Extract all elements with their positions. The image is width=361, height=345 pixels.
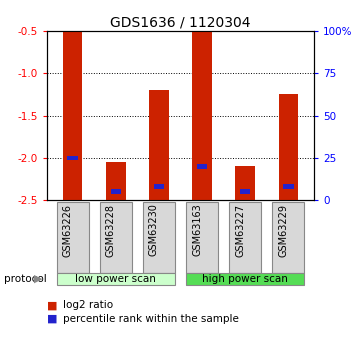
Text: high power scan: high power scan [202, 274, 288, 284]
Bar [240, 189, 251, 194]
Bar [68, 156, 78, 160]
Bar [197, 164, 207, 169]
Bar [106, 162, 126, 200]
Text: protocol: protocol [4, 274, 46, 284]
Bar [279, 95, 298, 200]
Bar [154, 184, 164, 189]
Text: GDS1636 / 1120304: GDS1636 / 1120304 [110, 16, 251, 30]
Text: GSM63163: GSM63163 [192, 204, 202, 256]
Bar [235, 166, 255, 200]
Text: GSM63229: GSM63229 [278, 204, 288, 257]
Bar [283, 184, 293, 189]
Text: ▶: ▶ [34, 274, 42, 284]
Text: GSM63226: GSM63226 [63, 204, 73, 257]
Bar [149, 90, 169, 200]
Bar [192, 31, 212, 200]
Text: ■: ■ [47, 300, 57, 310]
Bar [63, 31, 82, 200]
Text: log2 ratio: log2 ratio [63, 300, 113, 310]
Text: percentile rank within the sample: percentile rank within the sample [63, 314, 239, 324]
Text: GSM63230: GSM63230 [149, 204, 159, 256]
Text: ■: ■ [47, 314, 57, 324]
Text: GSM63227: GSM63227 [235, 204, 245, 257]
Bar [110, 189, 121, 194]
Text: low power scan: low power scan [75, 274, 156, 284]
Text: GSM63228: GSM63228 [106, 204, 116, 257]
